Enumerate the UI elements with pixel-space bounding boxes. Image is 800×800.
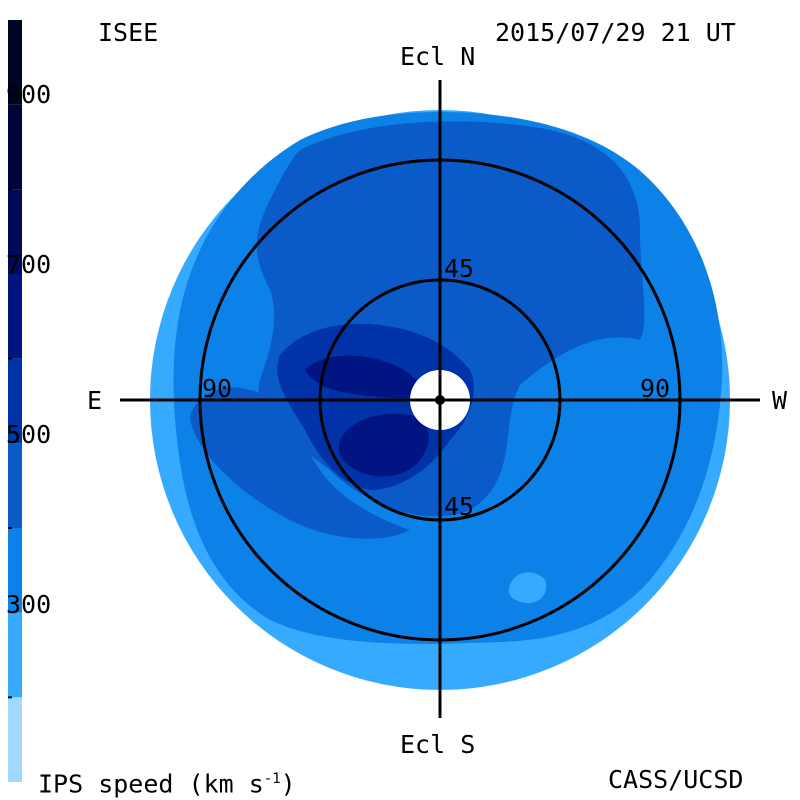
colorbar-band (8, 443, 22, 528)
credit-label: CASS/UCSD (608, 765, 744, 794)
axis-label-south: Ecl S (400, 730, 476, 759)
map-grid (120, 80, 760, 718)
colorbar-band (8, 189, 22, 274)
colorbar-title-text: IPS speed (km s (38, 769, 264, 799)
ring-label-90-right: 90 (640, 374, 671, 403)
region-band-700-east (305, 355, 425, 399)
colorbar-band (8, 612, 22, 698)
colorbar-band (8, 274, 22, 359)
axis-label-east: E (87, 386, 103, 415)
ring-label-90-left: 90 (202, 374, 233, 403)
ring-label-45-bottom: 45 (444, 492, 475, 521)
org-label: ISEE (98, 18, 159, 47)
axis-label-west: W (772, 386, 788, 415)
timestamp-label: 2015/07/29 21 UT (495, 18, 736, 47)
colorbar-band (8, 104, 22, 190)
colorbar-tick-label: 500 (6, 420, 52, 449)
colorbar-tick-label: 900 (6, 80, 52, 109)
axis-label-north: Ecl N (400, 42, 476, 71)
colorbar-band (8, 20, 22, 105)
colorbar-title-exponent: -1 (263, 771, 281, 787)
colorbar-band (8, 358, 22, 444)
colorbar-band (8, 697, 22, 782)
colorbar-tick-label: 300 (6, 590, 52, 619)
colorbar-band (8, 528, 22, 613)
colorbar (8, 20, 22, 782)
region-band-500-east (190, 387, 410, 539)
region-band-300-spot (508, 572, 547, 604)
colorbar-title: IPS speed (km s-1) (38, 767, 296, 796)
colorbar-tick-label: 700 (6, 250, 52, 279)
region-band-700-south (338, 413, 429, 477)
ring-label-45-top: 45 (444, 254, 475, 283)
colorbar-title-close: ) (280, 769, 296, 799)
